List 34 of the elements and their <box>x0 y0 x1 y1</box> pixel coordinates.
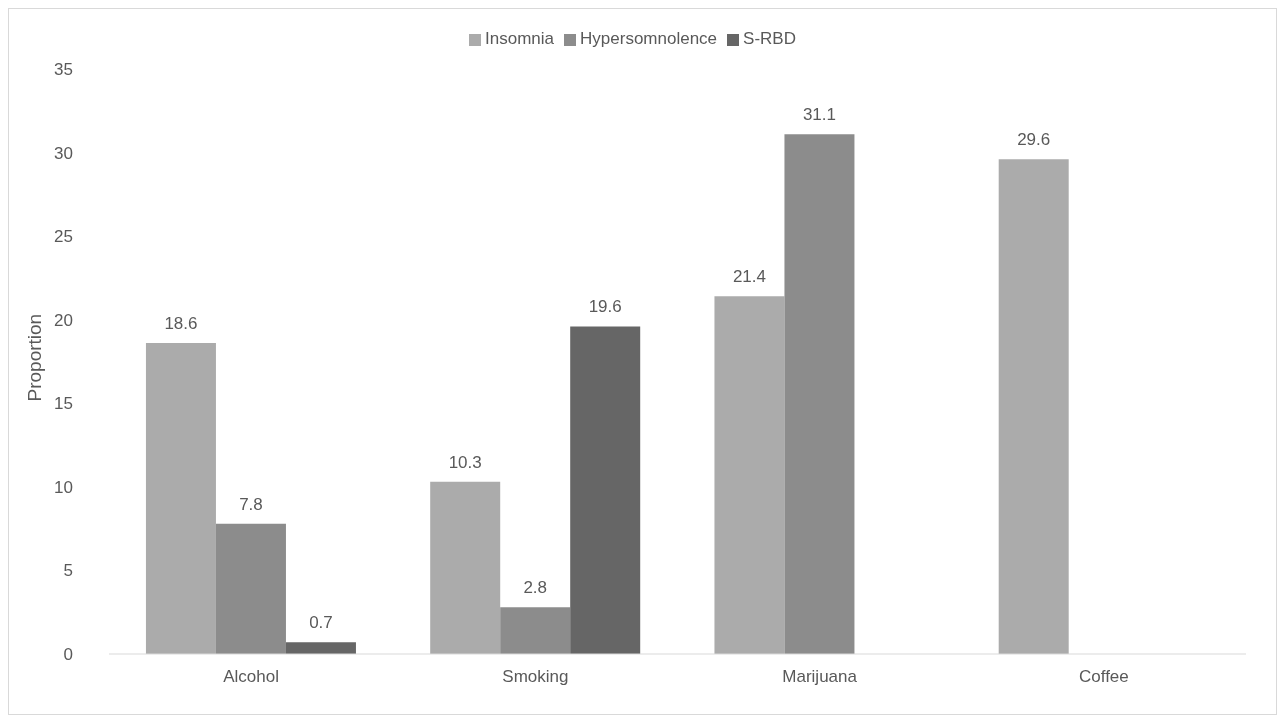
x-tick-label: Coffee <box>1078 667 1129 687</box>
y-axis-title: Proportion <box>23 313 45 402</box>
y-tick-label: 35 <box>54 60 73 80</box>
legend-label: S-RBD <box>743 29 796 48</box>
data-label: 0.7 <box>309 613 333 633</box>
data-label: 2.8 <box>523 578 548 598</box>
bar <box>998 159 1069 654</box>
bar <box>784 134 855 654</box>
y-tick-label: 20 <box>54 310 73 330</box>
y-tick-label: 10 <box>54 477 73 497</box>
data-label: 19.6 <box>588 297 622 317</box>
bar <box>285 642 356 654</box>
legend-label: Hypersomnolence <box>580 29 718 48</box>
y-tick-label: 15 <box>54 394 73 414</box>
bar <box>430 481 501 654</box>
legend-label: Insomnia <box>485 29 555 48</box>
data-label: 7.8 <box>239 494 263 514</box>
bar <box>714 296 785 654</box>
data-label: 18.6 <box>164 314 198 334</box>
bar <box>215 523 286 654</box>
bar <box>570 326 641 654</box>
data-label: 10.3 <box>448 452 482 472</box>
bar <box>145 343 216 654</box>
y-tick-label: 25 <box>54 227 73 247</box>
y-tick-label: 5 <box>63 561 73 581</box>
x-tick-label: Smoking <box>502 667 569 687</box>
y-tick-label: 0 <box>63 645 73 665</box>
y-tick-label: 30 <box>54 143 73 163</box>
data-label: 31.1 <box>802 105 836 125</box>
x-tick-label: Alcohol <box>223 667 280 687</box>
x-tick-label: Marijuana <box>782 667 858 687</box>
data-label: 29.6 <box>1017 130 1051 150</box>
bar <box>500 607 571 654</box>
data-label: 21.4 <box>732 267 766 287</box>
